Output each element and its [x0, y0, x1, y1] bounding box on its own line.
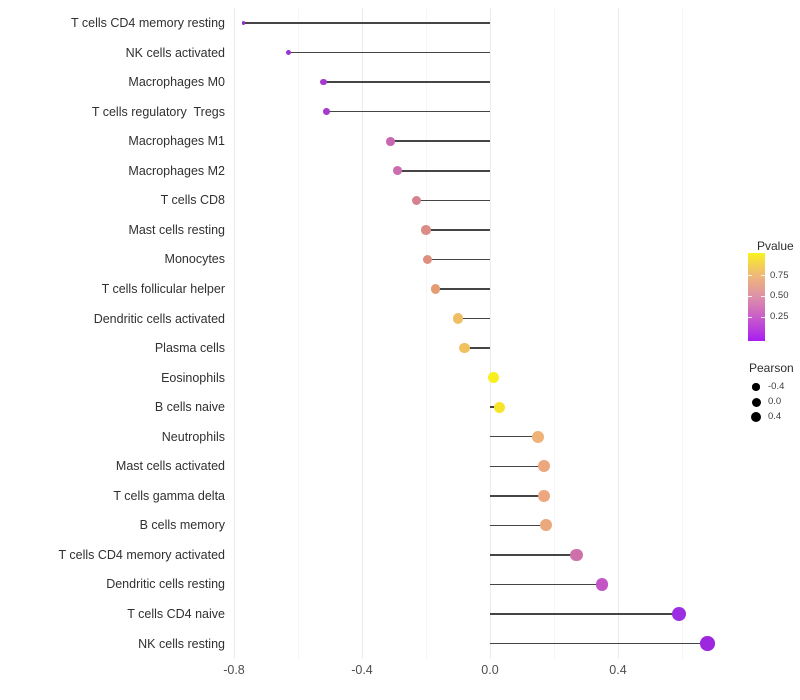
row-label: Mast cells resting: [128, 222, 225, 237]
pvalue-bar-tick: [761, 296, 765, 297]
lollipop-dot: [285, 49, 292, 56]
row-label: Macrophages M2: [128, 163, 225, 178]
lollipop-stem: [490, 495, 545, 497]
lollipop-dot: [487, 372, 499, 384]
lollipop-dot: [700, 636, 715, 651]
row-label: NK cells resting: [138, 636, 225, 651]
pearson-legend-title: Pearson: [749, 361, 794, 375]
x-tick-label: -0.4: [351, 663, 373, 677]
gridline-major: [617, 8, 619, 659]
lollipop-stem: [243, 22, 490, 24]
row-label: T cells CD4 memory resting: [71, 16, 225, 30]
lollipop-dot: [540, 519, 552, 532]
pvalue-tick-label: 0.25: [770, 311, 789, 322]
lollipop-dot: [538, 489, 551, 502]
row-label: Eosinophils: [161, 370, 225, 385]
lollipop-dot: [422, 254, 433, 265]
pearson-legend-dot: [752, 383, 760, 391]
pearson-legend-label: -0.4: [768, 381, 785, 392]
row-label: Macrophages M0: [128, 75, 225, 90]
x-tick-label: 0.4: [609, 663, 627, 677]
lollipop-dot: [320, 78, 327, 86]
lollipop-dot: [323, 108, 331, 116]
lollipop-stem: [464, 347, 490, 349]
lollipop-stem: [490, 554, 577, 556]
x-tick-label: 0.0: [481, 663, 499, 677]
x-tick-label: -0.8: [223, 663, 245, 677]
lollipop-stem: [435, 288, 490, 290]
lollipop-stem: [490, 524, 546, 527]
row-label: Neutrophils: [161, 429, 225, 444]
lollipop-stem: [427, 258, 490, 261]
lollipop-stem: [490, 435, 538, 438]
row-label: Mast cells activated: [115, 459, 225, 474]
gridline-major: [233, 8, 235, 659]
pvalue-tick-label: 0.75: [770, 270, 789, 281]
lollipop-dot: [392, 166, 402, 176]
pearson-legend-label: 0.0: [768, 396, 782, 407]
gridline-minor: [297, 8, 299, 659]
row-label: T cells follicular helper: [101, 281, 225, 296]
lollipop-stem: [426, 229, 490, 231]
lollipop-dot: [459, 342, 470, 354]
gridline-minor: [681, 8, 683, 659]
pearson-legend-dot: [751, 397, 761, 407]
pvalue-bar-tick: [748, 296, 752, 297]
lollipop-dot: [595, 577, 609, 591]
lollipop-dot: [411, 195, 422, 205]
row-label: T cells CD4 naive: [127, 607, 225, 621]
lollipop-stem: [416, 199, 490, 202]
pvalue-bar-tick: [748, 317, 752, 318]
gridline-major: [489, 8, 491, 659]
lollipop-stem: [490, 583, 602, 586]
lollipop-dot: [241, 21, 246, 25]
lollipop-dot: [421, 225, 431, 235]
lollipop-stem: [490, 642, 708, 645]
lollipop-dot: [570, 548, 583, 562]
lollipop-dot: [538, 460, 551, 473]
row-label: Plasma cells: [154, 341, 225, 356]
gridline-minor: [553, 8, 555, 659]
row-label: Dendritic cells resting: [106, 577, 225, 592]
row-label: B cells naive: [154, 400, 225, 415]
lollipop-dot: [671, 606, 686, 622]
row-label: Monocytes: [164, 252, 225, 267]
lollipop-stem: [397, 170, 490, 172]
lollipop-stem: [490, 613, 679, 615]
pearson-legend-label: 0.4: [768, 411, 782, 422]
lollipop-stem: [490, 465, 545, 467]
pvalue-tick-label: 0.50: [770, 290, 789, 301]
row-label: NK cells activated: [125, 45, 225, 60]
lollipop-stem: [288, 51, 490, 54]
pvalue-gradient-bar: [748, 253, 765, 341]
row-label: Dendritic cells activated: [93, 311, 225, 326]
lollipop-stem: [390, 140, 490, 142]
lollipop-dot: [386, 136, 396, 146]
lollipop-dot: [532, 430, 544, 443]
row-label: T cells gamma delta: [113, 488, 225, 503]
row-label: T cells CD8: [160, 193, 225, 208]
pvalue-bar-tick: [761, 275, 765, 276]
lollipop-dot: [452, 313, 464, 324]
row-label: T cells CD4 memory activated: [58, 547, 226, 562]
gridline-minor: [425, 8, 427, 659]
pearson-legend-dot: [750, 411, 762, 423]
row-label: T cells regulatory Tregs: [91, 104, 225, 119]
pvalue-bar-tick: [748, 275, 752, 276]
pvalue-legend-title: Pvalue: [757, 239, 794, 253]
lollipop-stem: [458, 317, 490, 320]
lollipop-stem: [323, 81, 490, 83]
lollipop-dot: [494, 401, 506, 413]
lollipop-stem: [326, 110, 490, 113]
pvalue-bar-tick: [761, 317, 765, 318]
lollipop-dot: [430, 284, 441, 294]
row-label: B cells memory: [139, 518, 225, 533]
row-label: Macrophages M1: [128, 134, 225, 149]
gridline-major: [361, 8, 363, 659]
